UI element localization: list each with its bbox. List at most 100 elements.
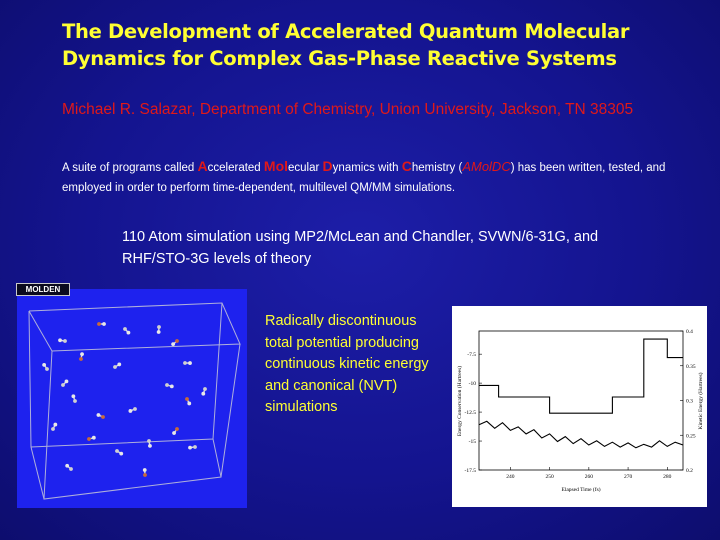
atom [42, 363, 47, 367]
molecule [147, 439, 152, 448]
y2-tick-label: 0.3 [686, 399, 693, 405]
atom [128, 409, 133, 413]
atom [169, 384, 174, 389]
atom [203, 387, 207, 391]
atom [172, 431, 176, 435]
molecule [96, 413, 105, 419]
atom [175, 339, 179, 343]
series-line-1 [479, 338, 683, 414]
atom [156, 330, 161, 334]
atom [91, 435, 96, 440]
atom [187, 401, 192, 406]
molden-label: MOLDEN [16, 283, 70, 296]
y-axis-ticks: -7.5 -10 -12.5 -15 -17.5 [465, 352, 482, 474]
molecule [188, 445, 197, 450]
desc-acronym: AMolDC [462, 159, 511, 174]
atom [175, 427, 179, 431]
atom [171, 342, 176, 347]
box-edge [28, 302, 241, 352]
y2-tick-label: 0.2 [686, 468, 693, 474]
molecule [87, 435, 96, 441]
desc-highlight-d: D [322, 158, 333, 174]
atom [63, 339, 67, 343]
y-tick-label: -7.5 [467, 352, 476, 358]
atom [58, 338, 62, 343]
molecule [51, 422, 58, 431]
desc-text: ) has been written, tested, and employed… [62, 162, 666, 194]
y-tick-label: -10 [469, 381, 477, 387]
desc-text: A suite of programs called [62, 162, 198, 174]
atom [188, 445, 192, 450]
atom [65, 463, 70, 468]
molecule [128, 407, 137, 413]
y2-tick-label: 0.35 [686, 364, 696, 370]
atom [119, 451, 124, 456]
y2-axis-ticks: 0.4 0.35 0.3 0.25 0.2 [680, 329, 696, 474]
atom [123, 327, 127, 331]
desc-text: hemistry ( [411, 162, 463, 174]
slide-title: The Development of Accelerated Quantum M… [62, 20, 630, 70]
box-edge [30, 302, 223, 448]
atom [165, 383, 169, 387]
energy-chart: 240 250 260 270 280 -7.5 -10 -12.5 -15 -17.5 0.4… [456, 329, 704, 493]
atom [115, 449, 119, 453]
atom [61, 383, 65, 387]
atom [51, 427, 55, 431]
atom [96, 413, 101, 417]
x-tick-label: 280 [663, 474, 672, 480]
molecule [185, 397, 192, 406]
atom [188, 361, 192, 365]
desc-text: ccelerated [207, 162, 264, 174]
atom [79, 357, 83, 361]
molecule-simulation-image [17, 289, 247, 508]
atom [147, 439, 151, 443]
atom [53, 422, 58, 427]
atom [193, 445, 197, 449]
y2-tick-label: 0.25 [686, 433, 696, 439]
molecule [71, 394, 77, 403]
atom [201, 391, 206, 396]
y-axis-label: Energy Conservation (Hartrees) [456, 366, 463, 436]
atom [157, 325, 161, 329]
atom [45, 367, 49, 371]
x-tick-label: 240 [506, 474, 515, 480]
atom [143, 473, 147, 477]
molecule [42, 363, 49, 371]
molecule [171, 339, 179, 347]
desc-highlight-c: C [401, 158, 412, 174]
molecule [61, 379, 69, 387]
molecule [65, 463, 73, 471]
energy-plot-panel: 240 250 260 270 280 -7.5 -10 -12.5 -15 -17.5 0.4… [452, 306, 707, 507]
atom [80, 352, 84, 357]
atom [185, 397, 189, 401]
y-tick-label: -15 [469, 439, 477, 445]
atom [133, 407, 137, 411]
atom [97, 322, 101, 326]
atom [183, 361, 187, 365]
x-tick-label: 270 [624, 474, 633, 480]
series-line-2 [478, 420, 684, 449]
y-tick-label: -17.5 [465, 468, 477, 474]
box-edge [212, 438, 222, 478]
desc-highlight-a: A [197, 158, 208, 174]
molecule [115, 449, 124, 456]
atom [69, 467, 73, 471]
atom [71, 394, 76, 399]
atom [117, 362, 122, 367]
molecule [165, 383, 174, 389]
molecule-layer [42, 322, 207, 477]
atom [113, 365, 117, 369]
molecule [123, 327, 131, 335]
desc-highlight-mol: Mol [263, 158, 289, 174]
box-edge [28, 310, 45, 500]
simulation-description: 110 Atom simulation using MP2/McLean and… [122, 229, 599, 267]
atom [148, 444, 152, 448]
description-paragraph: A suite of programs called Accelerated M… [62, 156, 677, 198]
box-edge [43, 343, 241, 500]
plot-caption: Radically discontinuous total potential … [265, 313, 429, 415]
molecule [58, 338, 67, 343]
y2-axis-label: Kinetic Energy (Hartrees) [697, 372, 704, 429]
atom [101, 415, 105, 419]
series-layer [478, 338, 684, 449]
molecule [79, 352, 84, 361]
